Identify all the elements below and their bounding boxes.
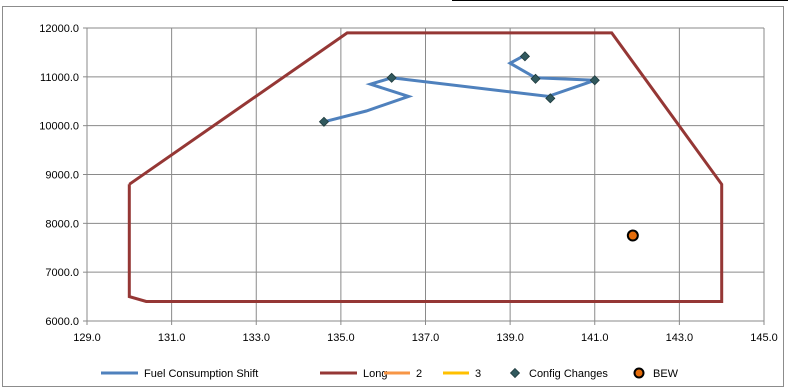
x-tick-label: 141.0 (581, 332, 609, 344)
y-tick-label: 10000.0 (39, 121, 79, 133)
grid-lines (86, 27, 765, 322)
x-tick-label: 139.0 (496, 332, 524, 344)
series-lines (127, 31, 724, 303)
legend-swatch-5 (633, 367, 645, 379)
series-markers (318, 51, 639, 242)
x-tick-label: 131.0 (158, 332, 186, 344)
y-tick-label: 7000.0 (45, 267, 79, 279)
legend-label-2: 2 (416, 368, 422, 380)
legend-label-0: Fuel Consumption Shift (144, 368, 258, 380)
y-tick-label: 8000.0 (45, 218, 79, 230)
top-border-line (452, 0, 788, 1)
bew-marker (626, 229, 639, 242)
series-line-0 (323, 54, 596, 124)
x-tick-label: 137.0 (412, 332, 440, 344)
config-change-marker (530, 73, 541, 84)
legend-swatch-4 (509, 367, 521, 379)
chart-svg: 129.0 131.0 133.0 135.0 137.0 139.0 141.0 143.0… (39, 23, 778, 380)
x-tick-label: 135.0 (327, 332, 355, 344)
y-tick-label: 9000.0 (45, 170, 79, 182)
axes (83, 27, 765, 325)
y-tick-label: 11000.0 (40, 72, 79, 84)
x-tick-label: 129.0 (73, 332, 101, 344)
legend-label-4: Config Changes (529, 368, 608, 380)
series-line-1 (127, 31, 724, 303)
legend-label-3: 3 (475, 368, 481, 380)
x-tick-label: 143.0 (666, 332, 694, 344)
config-change-marker (318, 116, 330, 127)
y-tick-label: 6000.0 (45, 316, 79, 328)
x-tick-label: 145.0 (750, 332, 778, 344)
config-change-marker (519, 51, 530, 62)
x-tick-label: 133.0 (242, 332, 270, 344)
chart-frame: 129.0 131.0 133.0 135.0 137.0 139.0 141.0 143.0… (2, 6, 784, 387)
y-tick-label: 12000.0 (39, 23, 79, 35)
legend-label-1: Long (363, 368, 387, 380)
legend-label-5: BEW (653, 368, 679, 380)
config-change-marker (386, 72, 397, 83)
tick-labels: 129.0 131.0 133.0 135.0 137.0 139.0 141.0 143.0… (39, 23, 778, 344)
config-change-marker (545, 93, 556, 104)
legend: Fuel Consumption Shift Long 2 3 Config Chang… (101, 367, 679, 380)
config-change-marker (589, 75, 600, 86)
